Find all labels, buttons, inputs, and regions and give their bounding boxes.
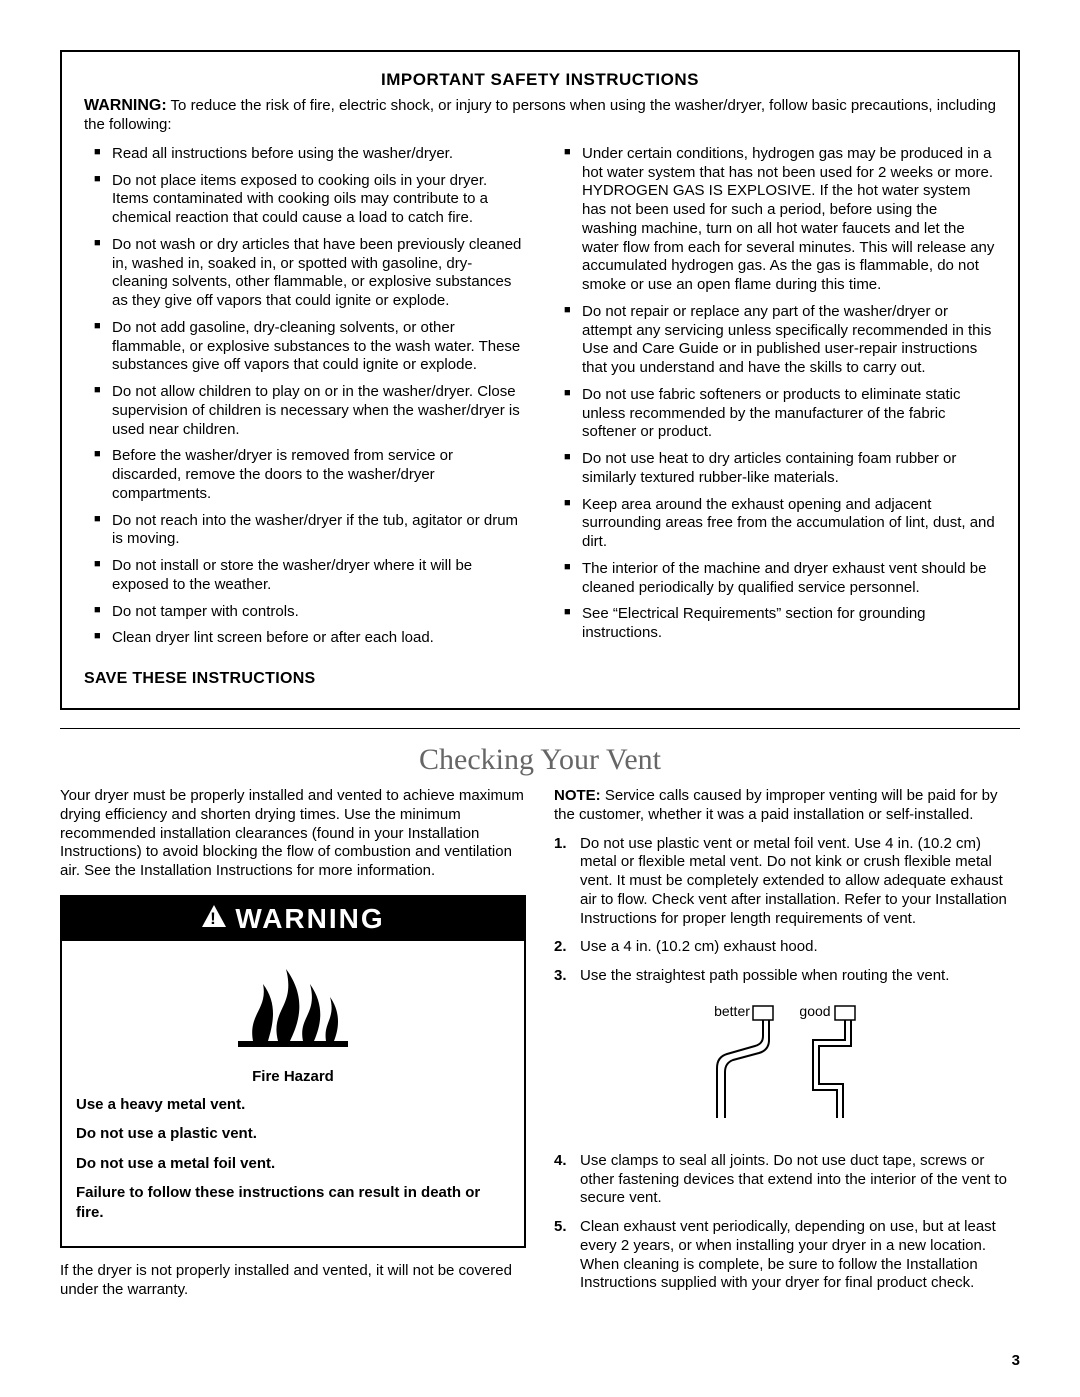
vent-intro: Your dryer must be properly installed an… (60, 787, 526, 881)
list-item: Clean dryer lint screen before or after … (98, 629, 526, 648)
note-label: NOTE: (554, 787, 601, 804)
safety-title: IMPORTANT SAFETY INSTRUCTIONS (84, 70, 996, 90)
note-body: Service calls caused by improper venting… (554, 787, 998, 823)
list-item: See “Electrical Requirements” section fo… (568, 605, 996, 643)
list-item: Do not allow children to play on or in t… (98, 383, 526, 439)
list-item: Do not use fabric softeners or products … (568, 386, 996, 442)
save-instructions: SAVE THESE INSTRUCTIONS (84, 670, 996, 688)
warning-header: ! WARNING (62, 897, 524, 941)
note-paragraph: NOTE: Service calls caused by improper v… (554, 787, 1020, 825)
warning-intro: WARNING: To reduce the risk of fire, ele… (84, 96, 996, 135)
warning-header-text: WARNING (235, 903, 384, 935)
vent-steps-list-2: Use clamps to seal all joints. Do not us… (554, 1152, 1020, 1293)
diagram-label-good: good (799, 1003, 830, 1019)
list-item: Do not place items exposed to cooking oi… (98, 172, 526, 228)
warning-label: WARNING: (84, 97, 167, 114)
list-item: Do not install or store the washer/dryer… (98, 557, 526, 595)
warning-triangle-icon: ! (201, 903, 227, 935)
list-item: Use the straightest path possible when r… (554, 967, 1020, 986)
warn-line: Do not use a plastic vent. (76, 1124, 510, 1144)
list-item: Use clamps to seal all joints. Do not us… (554, 1152, 1020, 1208)
list-item: The interior of the machine and dryer ex… (568, 560, 996, 598)
svg-text:!: ! (210, 909, 218, 928)
divider (60, 728, 1020, 729)
page: IMPORTANT SAFETY INSTRUCTIONS WARNING: T… (0, 0, 1080, 1333)
warn-line: Do not use a metal foil vent. (76, 1154, 510, 1174)
warning-body: Fire Hazard Use a heavy metal vent. Do n… (62, 941, 524, 1247)
vent-steps-list: Do not use plastic vent or metal foil ve… (554, 835, 1020, 986)
list-item: Read all instructions before using the w… (98, 145, 526, 164)
list-item: Keep area around the exhaust opening and… (568, 496, 996, 552)
list-item: Do not repair or replace any part of the… (568, 303, 996, 378)
vent-left-col: Your dryer must be properly installed an… (60, 787, 526, 1303)
safety-right-col: Under certain conditions, hydrogen gas m… (554, 145, 996, 656)
vent-right-col: NOTE: Service calls caused by improper v… (554, 787, 1020, 1303)
safety-left-col: Read all instructions before using the w… (84, 145, 526, 656)
safety-left-list: Read all instructions before using the w… (84, 145, 526, 648)
list-item: Do not reach into the washer/dryer if th… (98, 512, 526, 550)
list-item: Do not tamper with controls. (98, 603, 526, 622)
list-item: Do not use plastic vent or metal foil ve… (554, 835, 1020, 929)
flame-icon (76, 951, 510, 1068)
safety-right-list: Under certain conditions, hydrogen gas m… (554, 145, 996, 643)
list-item: Clean exhaust vent periodically, dependi… (554, 1218, 1020, 1293)
safety-instructions-box: IMPORTANT SAFETY INSTRUCTIONS WARNING: T… (60, 50, 1020, 710)
page-number: 3 (1012, 1352, 1020, 1369)
safety-columns: Read all instructions before using the w… (84, 145, 996, 656)
fire-hazard-title: Fire Hazard (76, 1068, 510, 1085)
vent-diagram: better good (554, 1000, 1020, 1134)
list-item: Before the washer/dryer is removed from … (98, 447, 526, 503)
diagram-label-better: better (714, 1003, 750, 1019)
vent-columns: Your dryer must be properly installed an… (60, 787, 1020, 1303)
warning-box: ! WARNING Fire Hazard (60, 895, 526, 1249)
list-item: Do not use heat to dry articles containi… (568, 450, 996, 488)
warning-text: To reduce the risk of fire, electric sho… (84, 97, 996, 133)
list-item: Do not wash or dry articles that have be… (98, 236, 526, 311)
after-warning-text: If the dryer is not properly installed a… (60, 1262, 526, 1300)
list-item: Do not add gasoline, dry-cleaning solven… (98, 319, 526, 375)
list-item: Under certain conditions, hydrogen gas m… (568, 145, 996, 295)
list-item: Use a 4 in. (10.2 cm) exhaust hood. (554, 938, 1020, 957)
warn-line: Use a heavy metal vent. (76, 1095, 510, 1115)
section-title: Checking Your Vent (60, 743, 1020, 777)
warn-line: Failure to follow these instructions can… (76, 1183, 510, 1222)
